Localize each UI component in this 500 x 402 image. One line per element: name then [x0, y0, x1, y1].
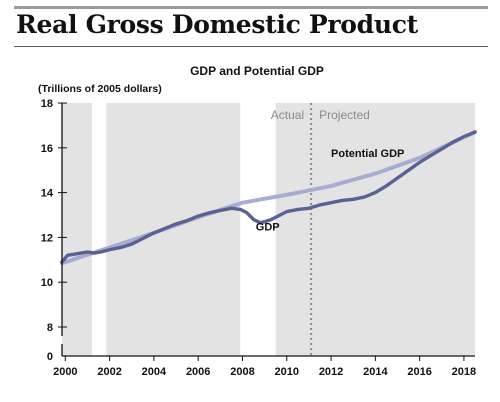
x-tick-label: 2018 — [452, 366, 476, 378]
y-unit-label: (Trillions of 2005 dollars) — [38, 83, 162, 95]
x-tick-label: 2000 — [53, 366, 77, 378]
x-tick-label: 2002 — [97, 366, 121, 378]
y-tick-label: 16 — [41, 143, 53, 155]
x-tick-label: 2014 — [363, 366, 388, 378]
x-tick-label: 2006 — [186, 366, 210, 378]
chart-title: GDP and Potential GDP — [190, 64, 324, 78]
series-line-potential-gdp — [60, 130, 477, 266]
y-tick-label: 0 — [47, 351, 53, 363]
x-tick-label: 2012 — [319, 366, 343, 378]
x-tick-label: 2004 — [142, 366, 167, 378]
x-tick-label: 2008 — [230, 366, 254, 378]
y-tick-label: 12 — [41, 232, 53, 244]
y-tick-label: 8 — [47, 322, 53, 334]
unshaded-period-1 — [91, 103, 107, 356]
y-tick-label: 10 — [41, 277, 53, 289]
y-tick-label: 14 — [41, 188, 54, 200]
y-tick-label: 18 — [41, 98, 53, 110]
page-title: Real Gross Domestic Product — [16, 10, 418, 39]
series-line-gdp — [60, 130, 477, 264]
x-tick-label: 2010 — [275, 366, 299, 378]
title-rule — [14, 46, 488, 47]
potential-gdp-label: Potential GDP — [331, 148, 404, 160]
unshaded-period-2 — [240, 103, 276, 356]
x-tick-label: 2016 — [407, 366, 431, 378]
actual-region-label: Actual — [271, 108, 304, 122]
projected-region-label: Projected — [319, 108, 370, 122]
gdp-label: GDP — [256, 222, 280, 234]
top-rule — [14, 6, 488, 9]
